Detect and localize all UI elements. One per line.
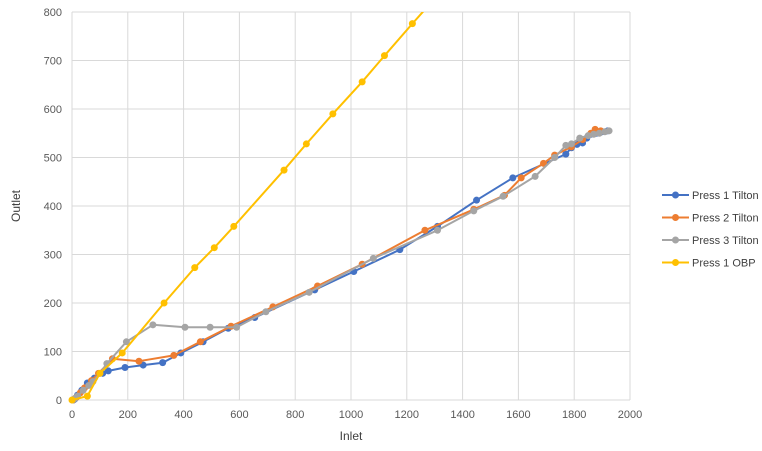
y-tick-label: 400: [44, 201, 62, 213]
data-point: [170, 351, 178, 359]
data-point: [233, 323, 241, 331]
data-point: [79, 386, 87, 394]
data-point: [83, 392, 91, 400]
legend-item-press-1-tilton: Press 1 Tilton: [662, 190, 759, 202]
legend-swatch-marker: [672, 214, 679, 221]
series-press-3-tilton: [69, 127, 613, 404]
data-point: [196, 338, 204, 346]
legend-swatch-marker: [672, 236, 679, 244]
x-tick-label: 1600: [506, 409, 530, 421]
legend-label: Press 2 Tilton: [692, 213, 759, 225]
series-press-2-tilton: [69, 125, 605, 404]
data-point: [149, 321, 157, 329]
x-axis-title: Inlet: [340, 429, 363, 443]
legend-swatch-marker: [672, 259, 679, 266]
series-line-press-2-tilton: [72, 128, 601, 401]
y-tick-label: 200: [44, 298, 62, 310]
data-point: [96, 369, 104, 377]
x-tick-label: 200: [119, 409, 137, 421]
x-tick-label: 400: [174, 409, 192, 421]
data-point: [68, 396, 76, 404]
y-tick-label: 100: [44, 347, 62, 359]
data-point: [305, 288, 313, 296]
data-point: [135, 357, 143, 365]
x-tick-label: 1400: [450, 409, 474, 421]
data-point: [509, 174, 517, 182]
x-tick-label: 600: [230, 409, 248, 421]
data-point: [540, 159, 548, 167]
data-point: [567, 140, 575, 148]
data-point: [590, 130, 598, 138]
legend-label: Press 1 OBP: [692, 258, 756, 270]
data-point: [329, 110, 337, 118]
y-tick-label: 800: [44, 7, 62, 19]
data-point: [369, 254, 377, 262]
data-point: [576, 134, 584, 142]
series-layer: [68, 12, 613, 404]
x-tick-label: 1800: [562, 409, 586, 421]
gridlines: [71, 11, 631, 401]
data-point: [191, 264, 199, 272]
y-axis-title: Outlet: [9, 189, 23, 222]
data-point: [358, 78, 366, 86]
data-point: [584, 132, 592, 140]
legend-item-press-1-obp: Press 1 OBP: [662, 258, 756, 270]
x-tick-label: 0: [69, 409, 75, 421]
data-point: [121, 364, 129, 372]
data-point: [473, 196, 481, 204]
data-point: [595, 129, 603, 137]
data-point: [433, 226, 441, 234]
x-tick-label: 1200: [395, 409, 419, 421]
y-tick-label: 500: [44, 153, 62, 165]
data-point: [551, 154, 559, 161]
data-point: [531, 172, 539, 180]
data-point: [280, 166, 288, 174]
legend-item-press-3-tilton: Press 3 Tilton: [662, 235, 759, 247]
data-point: [160, 299, 168, 307]
data-point: [499, 192, 507, 200]
data-point: [605, 127, 613, 135]
series-press-1-obp: [68, 12, 425, 404]
tick-labels: 0 100 200 300 400 500 600 700 800 0 200 400 600 800 10…: [44, 7, 643, 421]
data-point: [562, 150, 570, 158]
series-press-1-tilton: [69, 127, 612, 404]
y-tick-label: 600: [44, 104, 62, 116]
legend-label: Press 1 Tilton: [692, 190, 759, 202]
legend-label: Press 3 Tilton: [692, 235, 759, 247]
y-tick-label: 700: [44, 56, 62, 68]
legend-swatch-marker: [672, 191, 679, 199]
data-point: [421, 226, 429, 234]
data-point: [104, 367, 112, 375]
data-point: [159, 359, 167, 367]
x-tick-label: 1000: [339, 409, 363, 421]
data-point: [408, 20, 416, 28]
data-point: [380, 52, 388, 60]
data-point: [562, 141, 570, 149]
legend: Press 1 Tilton Press 2 Tilton Press 3 Tilt…: [662, 190, 759, 270]
data-point: [230, 222, 238, 230]
data-point: [262, 308, 270, 316]
data-point: [206, 323, 214, 331]
legend-item-press-2-tilton: Press 2 Tilton: [662, 213, 759, 225]
data-point: [470, 207, 478, 215]
x-tick-label: 2000: [618, 409, 642, 421]
data-point: [122, 338, 130, 346]
data-point: [181, 323, 189, 331]
y-tick-label: 300: [44, 250, 62, 262]
data-point: [118, 349, 126, 357]
data-point: [210, 244, 218, 252]
x-tick-label: 800: [286, 409, 304, 421]
data-point: [517, 174, 525, 182]
data-point: [302, 140, 310, 148]
y-tick-label: 0: [56, 395, 62, 407]
